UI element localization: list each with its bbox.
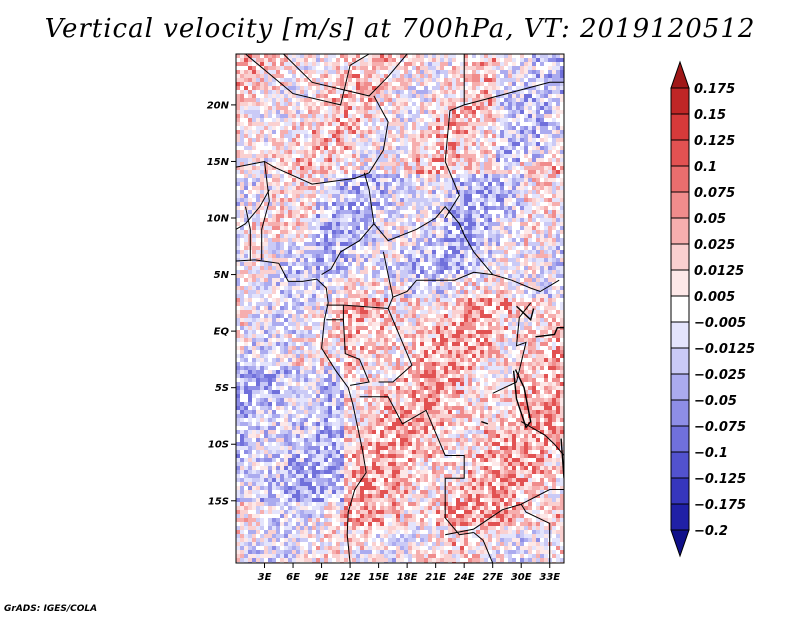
lat-tick-label: 10N xyxy=(207,214,230,225)
colorbar-level-label: −0.175 xyxy=(694,498,746,513)
colorbar-level-label: −0.125 xyxy=(694,472,746,487)
border-line xyxy=(444,54,465,219)
lat-tick-label: 20N xyxy=(207,100,230,111)
lon-tick-label: 6E xyxy=(286,572,300,583)
colorbar-level-label: −0.05 xyxy=(694,394,737,409)
lake-outline xyxy=(481,420,489,425)
lake-outline xyxy=(512,369,532,429)
lat-tick-label: 5S xyxy=(215,383,229,394)
map-frame xyxy=(235,53,565,564)
colorbar-segment xyxy=(670,295,690,323)
colorbar-level-label: 0.0125 xyxy=(694,264,744,279)
colorbar-segment xyxy=(670,503,690,531)
border-line xyxy=(359,396,474,536)
colorbar-segment xyxy=(670,87,690,115)
colorbar-level-label: −0.1 xyxy=(694,446,728,461)
border-line xyxy=(326,297,394,310)
border-line xyxy=(382,251,493,298)
border-line xyxy=(236,95,389,185)
software-credit: GrADS: IGES/COLA xyxy=(4,604,98,614)
lat-tick-label: 15S xyxy=(208,496,229,507)
colorbar-segment xyxy=(670,321,690,349)
colorbar-level-label: 0.075 xyxy=(694,186,735,201)
border-line xyxy=(473,532,494,563)
border-line xyxy=(520,421,564,456)
colorbar-level-label: 0.125 xyxy=(694,134,735,149)
border-line xyxy=(373,205,560,293)
border-line xyxy=(464,81,564,106)
lat-tick-label: EQ xyxy=(214,327,230,338)
border-line xyxy=(342,319,370,386)
colorbar-bottom-arrow xyxy=(670,529,690,558)
border-line xyxy=(261,161,270,260)
border-line xyxy=(378,308,413,383)
lon-tick-label: 9E xyxy=(315,572,329,583)
border-line xyxy=(321,172,375,276)
colorbar-segment xyxy=(670,477,690,505)
colorbar-segment xyxy=(670,243,690,271)
border-line xyxy=(492,302,532,394)
border-line xyxy=(520,503,551,563)
lon-tick-label: 15E xyxy=(368,572,389,583)
colorbar-segment xyxy=(670,347,690,375)
colorbar-level-label: −0.2 xyxy=(694,524,728,539)
latitude-axis: 20N 15N 10N 5N EQ 5S 10S 15S xyxy=(207,100,236,507)
lon-tick-label: 27E xyxy=(482,572,503,583)
lon-tick-label: 12E xyxy=(340,572,361,583)
lat-tick-label: 15N xyxy=(207,157,230,168)
lat-tick-label: 10S xyxy=(208,440,229,451)
border-line xyxy=(236,259,367,563)
colorbar-level-label: 0.025 xyxy=(694,238,735,253)
colorbar-segment xyxy=(670,165,690,193)
colorbar-level-label: −0.0125 xyxy=(694,342,755,357)
border-line xyxy=(236,189,270,230)
colorbar-segment xyxy=(670,217,690,245)
lon-tick-label: 33E xyxy=(539,572,560,583)
lon-tick-label: 30E xyxy=(511,572,532,583)
border-line xyxy=(245,206,251,261)
border-line xyxy=(445,489,564,536)
colorbar-top-arrow xyxy=(670,60,690,89)
lat-tick-label: 5N xyxy=(214,270,230,281)
lake-outline xyxy=(516,305,535,322)
colorbar-level-label: −0.025 xyxy=(694,368,746,383)
colorbar-segment xyxy=(670,425,690,453)
lon-tick-label: 21E xyxy=(425,572,446,583)
colorbar-segment xyxy=(670,139,690,167)
lake-outline xyxy=(535,327,564,338)
colorbar-segment xyxy=(670,269,690,297)
longitude-axis: 3E 6E 9E 12E 15E 18E 21E 24E 27E 30E 33E xyxy=(258,563,560,583)
border-line xyxy=(245,54,370,106)
colorbar-level-label: 0.175 xyxy=(694,82,735,97)
colorbar-level-label: −0.075 xyxy=(694,420,746,435)
lon-tick-label: 18E xyxy=(397,572,418,583)
lon-tick-label: 24E xyxy=(454,572,475,583)
colorbar-segment xyxy=(670,399,690,427)
colorbar-segment xyxy=(670,373,690,401)
colorbar-level-label: 0.005 xyxy=(694,290,735,305)
colorbar-segment xyxy=(670,451,690,479)
vertical-velocity-field xyxy=(236,54,564,563)
colorbar-level-label: 0.15 xyxy=(694,108,726,123)
colorbar: 0.175 0.15 0.125 0.1 0.075 0.05 0.025 0.0125 0.0… xyxy=(670,60,755,558)
figure-title: Vertical velocity [m/s] at 700hPa, VT: 2… xyxy=(44,14,756,44)
border-line xyxy=(283,54,408,97)
colorbar-level-label: 0.1 xyxy=(694,160,717,175)
lon-tick-label: 3E xyxy=(258,572,272,583)
colorbar-segment xyxy=(670,191,690,219)
colorbar-level-label: −0.005 xyxy=(694,316,746,331)
colorbar-level-label: 0.05 xyxy=(694,212,726,227)
country-borders xyxy=(236,54,564,563)
colorbar-segment xyxy=(670,113,690,141)
